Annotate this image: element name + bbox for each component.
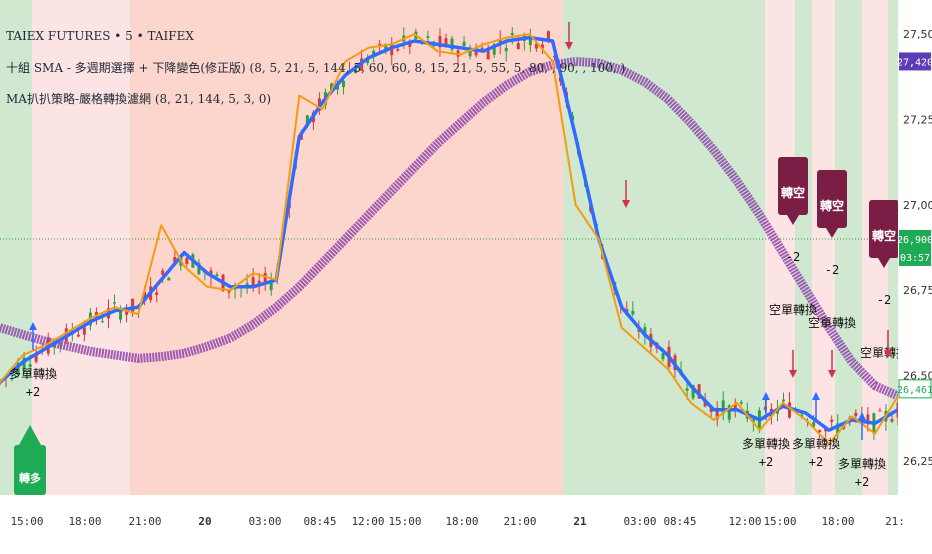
candle-body [517, 43, 520, 49]
time-tick-label: 08:45 [303, 515, 336, 528]
candle-body [131, 299, 134, 313]
time-tick-label: 21: [885, 515, 905, 528]
candle-body [215, 274, 218, 276]
time-tick-label: 21:00 [128, 515, 161, 528]
price-tick-label: 26,750 [903, 284, 932, 297]
candle-body [463, 42, 466, 46]
candle-body [270, 283, 273, 290]
candle-body [505, 48, 508, 51]
candle-body [155, 292, 158, 295]
candle-body [101, 321, 104, 322]
session-band [765, 0, 795, 495]
candle-body [185, 258, 188, 264]
long-signal-value: +2 [855, 475, 869, 489]
time-tick-label: 08:45 [663, 515, 696, 528]
long-signal-value: +2 [759, 455, 773, 469]
long-signal-label: 多單轉換 [9, 367, 57, 381]
candle-body [878, 410, 881, 411]
time-tick-label: 18:00 [445, 515, 478, 528]
time-tick-label: 15:00 [388, 515, 421, 528]
long-signal-value: +2 [26, 385, 40, 399]
candle-body [854, 413, 857, 416]
candle-body [830, 420, 833, 422]
candle-body [396, 49, 399, 51]
time-tick-label: 03:00 [623, 515, 656, 528]
long-signal-label: 多單轉換 [792, 437, 840, 451]
candle-body [511, 33, 514, 35]
price-tick-label: 26,250 [903, 455, 932, 468]
price-tick-label: 27,500 [903, 28, 932, 41]
time-tick-label: 18:00 [68, 515, 101, 528]
long-signal-label: 多單轉換 [838, 457, 886, 471]
price-label-ma144: 27,420 [897, 57, 932, 68]
candle-body [686, 388, 689, 390]
indicator-strategy-label: MA扒扒策略-嚴格轉換濾網 (8, 21, 144, 5, 3, 0) [6, 91, 271, 106]
time-tick-label: 21:00 [503, 515, 536, 528]
time-tick-label: 20 [198, 515, 211, 528]
candle-body [661, 353, 664, 359]
candle-body [481, 48, 484, 50]
long-flag-box [14, 445, 46, 495]
candle-body [113, 302, 116, 303]
price-tick-label: 27,000 [903, 199, 932, 212]
candle-body [342, 81, 345, 87]
price-label-ma8: 26,461 [897, 385, 932, 396]
candle-body [426, 36, 429, 38]
candle-body [740, 402, 743, 404]
short-flag-label: 轉空 [872, 228, 896, 243]
short-signal-value: -2 [825, 263, 839, 277]
session-band [795, 0, 812, 495]
time-tick-label: 15:00 [763, 515, 796, 528]
long-flag-label: 轉多 [19, 471, 41, 485]
time-tick-label: 03:00 [248, 515, 281, 528]
candle-body [83, 327, 86, 334]
candle-body [631, 311, 634, 314]
chart-title: TAIEX FUTURES • 5 • TAIFEX [6, 29, 194, 43]
time-tick-label: 18:00 [821, 515, 854, 528]
short-signal-value: -2 [786, 250, 800, 264]
time-tick-label: 12:00 [728, 515, 761, 528]
candle-body [167, 278, 170, 281]
price-label-current-countdown: 03:57 [900, 253, 930, 264]
indicator-sma-label: 十組 SMA - 多週期選擇 + 下降變色(修正版) (8, 5, 21, 5,… [6, 60, 625, 75]
time-tick-label: 21 [573, 515, 587, 528]
time-tick-label: 15:00 [10, 515, 43, 528]
time-tick-label: 12:00 [351, 515, 384, 528]
candle-body [890, 419, 893, 421]
candle-body [378, 44, 381, 45]
short-signal-label: 空單轉換 [769, 303, 817, 317]
long-signal-label: 多單轉換 [742, 437, 790, 451]
long-signal-value: +2 [809, 455, 823, 469]
candle-body [782, 400, 785, 402]
candle-body [77, 335, 80, 337]
short-flag-label: 轉空 [820, 198, 844, 213]
price-tick-label: 27,250 [903, 113, 932, 126]
short-signal-value: -2 [877, 293, 891, 307]
short-signal-label: 空單轉換 [808, 316, 856, 330]
price-label-current: 26,900 [897, 235, 932, 246]
short-flag-label: 轉空 [781, 185, 805, 200]
